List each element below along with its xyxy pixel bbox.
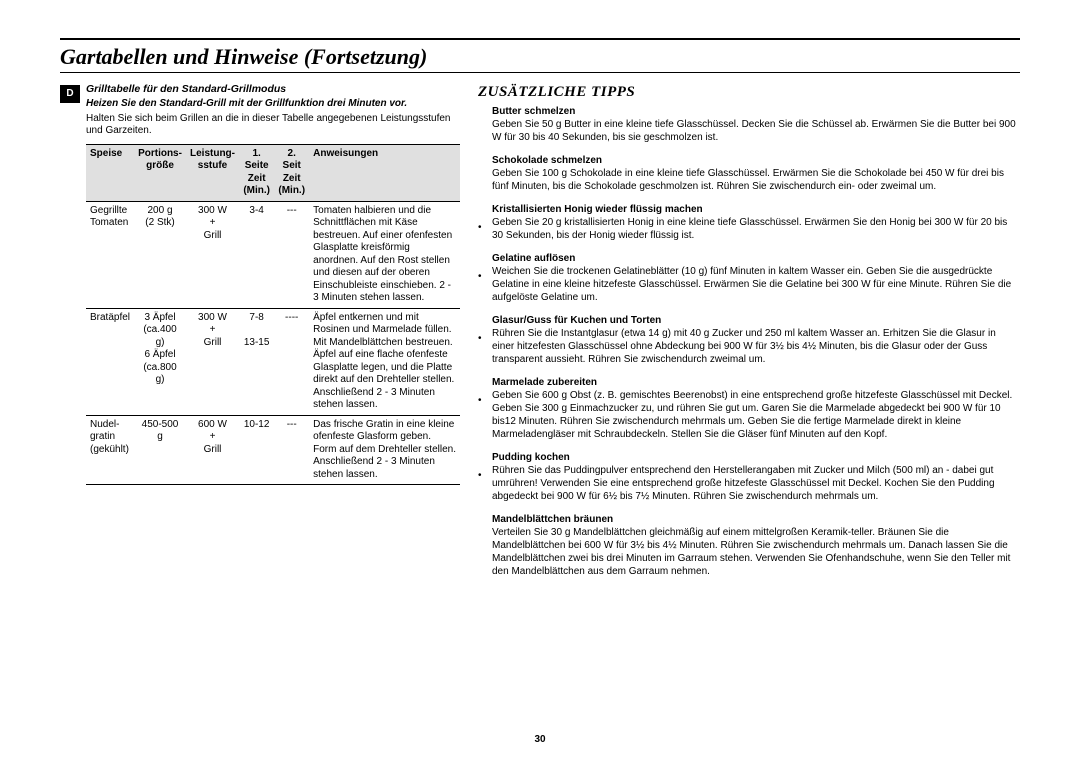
table-cell: 3-4 xyxy=(239,201,274,308)
bullet-icon: • xyxy=(478,451,492,482)
tip-heading: Schokolade schmelzen xyxy=(492,154,1020,167)
table-cell: Das frische Gratin in eine kleine ofenfe… xyxy=(309,415,460,485)
table-cell: Bratäpfel xyxy=(86,308,134,415)
tip-text: Geben Sie 100 g Schokolade in eine klein… xyxy=(492,167,1020,193)
tip-heading: Butter schmelzen xyxy=(492,105,1020,118)
tip-heading: Kristallisierten Honig wieder flüssig ma… xyxy=(492,203,1020,216)
col-anweisungen: Anweisungen xyxy=(309,144,460,201)
tip-body: Pudding kochenRühren Sie das Puddingpulv… xyxy=(492,451,1020,503)
table-cell: ---- xyxy=(274,308,309,415)
table-cell: 600 W+Grill xyxy=(186,415,239,485)
tip-heading: Marmelade zubereiten xyxy=(492,376,1020,389)
tips-list: • Butter schmelzenGeben Sie 50 g Butter i… xyxy=(478,105,1020,578)
table-cell: 450-500 g xyxy=(134,415,186,485)
lang-badge: D xyxy=(60,85,80,103)
table-header-row: Speise Portions-größe Leistung-sstufe 1.… xyxy=(86,144,460,201)
table-cell: --- xyxy=(274,201,309,308)
table-cell: --- xyxy=(274,415,309,485)
tip-body: Marmelade zubereitenGeben Sie 600 g Obst… xyxy=(492,376,1020,441)
tip-heading: Pudding kochen xyxy=(492,451,1020,464)
preheat-note: Heizen Sie den Standard-Grill mit der Gr… xyxy=(86,98,460,111)
tip-text: Rühren Sie die Instantglasur (etwa 14 g)… xyxy=(492,327,1020,366)
tip-heading: Gelatine auflösen xyxy=(492,252,1020,265)
grill-table-heading: Grilltabelle für den Standard-Grillmodus xyxy=(86,83,460,96)
tip-body: Kristallisierten Honig wieder flüssig ma… xyxy=(492,203,1020,242)
rule-top xyxy=(60,38,1020,40)
content-two-col: D Grilltabelle für den Standard-Grillmod… xyxy=(60,83,1020,588)
tip-item: •Mandelblättchen bräunenVerteilen Sie 30… xyxy=(478,513,1020,578)
bullet-icon: • xyxy=(478,314,492,345)
table-cell: 300 W+Grill xyxy=(186,201,239,308)
page-title: Gartabellen und Hinweise (Fortsetzung) xyxy=(60,44,1020,70)
table-row: Bratäpfel3 Äpfel(ca.400 g)6 Äpfel(ca.800… xyxy=(86,308,460,415)
table-cell: Äpfel entkernen und mit Rosinen und Marm… xyxy=(309,308,460,415)
table-cell: GegrillteTomaten xyxy=(86,201,134,308)
col-speise: Speise xyxy=(86,144,134,201)
table-cell: 300 W+Grill xyxy=(186,308,239,415)
col-zeit1: 1. SeiteZeit(Min.) xyxy=(239,144,274,201)
tip-heading: Glasur/Guss für Kuchen und Torten xyxy=(492,314,1020,327)
tip-heading: Mandelblättchen bräunen xyxy=(492,513,1020,526)
table-row: Nudel-gratin(gekühlt)450-500 g600 W+Gril… xyxy=(86,415,460,485)
tips-title: ZUSÄTZLICHE TIPPS xyxy=(478,83,1020,103)
tip-text: Weichen Sie die trockenen Gelatineblätte… xyxy=(492,265,1020,304)
page-number: 30 xyxy=(534,734,545,745)
col-portion: Portions-größe xyxy=(134,144,186,201)
table-cell: Tomaten halbieren und die Schnittflächen… xyxy=(309,201,460,308)
tip-item: •Pudding kochenRühren Sie das Puddingpul… xyxy=(478,451,1020,503)
table-row: GegrillteTomaten200 g(2 Stk)300 W+Grill3… xyxy=(86,201,460,308)
grill-table: Speise Portions-größe Leistung-sstufe 1.… xyxy=(86,144,460,486)
tip-body: Schokolade schmelzenGeben Sie 100 g Scho… xyxy=(492,154,1020,193)
left-body: Grilltabelle für den Standard-Grillmodus… xyxy=(86,83,460,588)
rule-under-title xyxy=(60,72,1020,73)
tip-body: Glasur/Guss für Kuchen und TortenRühren … xyxy=(492,314,1020,366)
table-cell: Nudel-gratin(gekühlt) xyxy=(86,415,134,485)
tip-text: Geben Sie 50 g Butter in eine kleine tie… xyxy=(492,118,1020,144)
table-cell: 3 Äpfel(ca.400 g)6 Äpfel(ca.800 g) xyxy=(134,308,186,415)
tip-text: Rühren Sie das Puddingpulver entsprechen… xyxy=(492,464,1020,503)
table-cell: 10-12 xyxy=(239,415,274,485)
tip-body: Mandelblättchen bräunenVerteilen Sie 30 … xyxy=(492,513,1020,578)
bullet-icon: • xyxy=(478,203,492,234)
bullet-icon: • xyxy=(478,252,492,283)
col-zeit2: 2. SeitZeit(Min.) xyxy=(274,144,309,201)
tip-body: Butter schmelzenGeben Sie 50 g Butter in… xyxy=(492,105,1020,144)
table-cell: 200 g(2 Stk) xyxy=(134,201,186,308)
grill-intro: Halten Sie sich beim Grillen an die in d… xyxy=(86,113,460,138)
table-cell: 7-8 13-15 xyxy=(239,308,274,415)
tip-item: •Marmelade zubereitenGeben Sie 600 g Obs… xyxy=(478,376,1020,441)
tip-item: •Gelatine auflösenWeichen Sie die trocke… xyxy=(478,252,1020,304)
left-column: D Grilltabelle für den Standard-Grillmod… xyxy=(60,83,460,588)
tip-text: Geben Sie 20 g kristallisierten Honig in… xyxy=(492,216,1020,242)
tip-item: •Schokolade schmelzenGeben Sie 100 g Sch… xyxy=(478,154,1020,193)
tip-item: •Butter schmelzenGeben Sie 50 g Butter i… xyxy=(478,105,1020,144)
tip-body: Gelatine auflösenWeichen Sie die trocken… xyxy=(492,252,1020,304)
col-leistung: Leistung-sstufe xyxy=(186,144,239,201)
tip-item: •Glasur/Guss für Kuchen und TortenRühren… xyxy=(478,314,1020,366)
bullet-icon: • xyxy=(478,376,492,407)
tip-text: Geben Sie 600 g Obst (z. B. gemischtes B… xyxy=(492,389,1020,441)
right-column: ZUSÄTZLICHE TIPPS •Butter schmelzenGeben… xyxy=(478,83,1020,588)
tip-text: Verteilen Sie 30 g Mandelblättchen gleic… xyxy=(492,526,1020,578)
tip-item: •Kristallisierten Honig wieder flüssig m… xyxy=(478,203,1020,242)
